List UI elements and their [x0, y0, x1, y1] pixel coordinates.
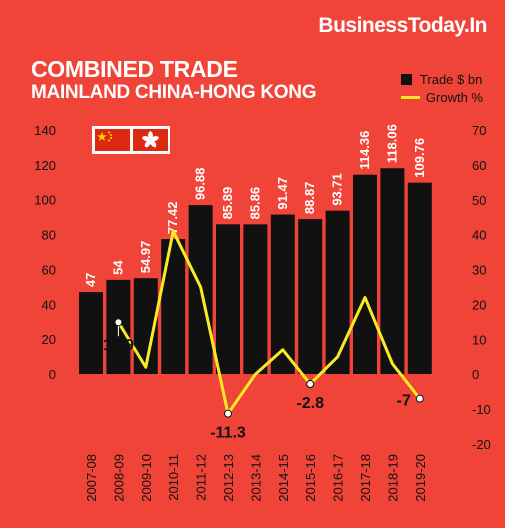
x-tick-label: 2012-13: [221, 454, 236, 502]
x-tick-label: 2018-19: [385, 454, 400, 502]
legend-label-trade: Trade $ bn: [419, 71, 483, 87]
x-tick-label: 2010-11: [166, 454, 181, 501]
x-tick-label: 2011-12: [194, 454, 209, 501]
bar: [270, 214, 295, 374]
bar: [243, 224, 268, 374]
x-tick-label: 2007-08: [84, 454, 99, 502]
y-right-tick-label: 0: [472, 367, 479, 382]
y-right-tick-label: 70: [472, 123, 486, 138]
x-tick-label: 2016-17: [331, 454, 346, 502]
chart-legend: Trade $ bn Growth %: [400, 70, 483, 106]
growth-point-marker: [224, 409, 232, 418]
y-left-tick-label: 140: [34, 123, 56, 138]
brand-logo: BusinessToday.In: [318, 14, 487, 37]
bar: [298, 219, 323, 374]
y-right-tick-label: 20: [472, 297, 486, 312]
legend-line-swatch: [400, 95, 420, 99]
x-tick-label: 2014-15: [276, 454, 291, 502]
legend-bar-swatch: [400, 73, 412, 85]
legend-item-growth: Growth %: [400, 88, 483, 106]
bar-value-label: 109.76: [412, 138, 427, 178]
y-right-tick-label: 60: [472, 158, 486, 173]
y-right-tick-label: 50: [472, 193, 486, 208]
bar: [216, 224, 240, 374]
growth-line: [117, 229, 421, 416]
y-right-tick-label: 30: [472, 263, 486, 278]
x-tick-label: 2013-14: [248, 454, 263, 502]
growth-point-marker: [306, 379, 315, 388]
y-right-tick-label: 10: [472, 332, 486, 347]
bar-value-label: 77.42: [165, 202, 180, 235]
bar-value-label: 54: [110, 260, 125, 275]
x-tick-label: 2019-20: [413, 454, 428, 502]
bar: [325, 210, 350, 374]
bar: [161, 239, 186, 374]
x-tick-label: 2017-18: [358, 454, 373, 502]
legend-label-growth: Growth %: [425, 89, 483, 105]
bar: [380, 168, 405, 374]
growth-annotation-label: 14.9: [103, 337, 134, 354]
flags-box: [92, 126, 170, 154]
bar: [353, 174, 377, 374]
y-left-tick-label: 100: [34, 193, 56, 208]
bar-value-label: 118.06: [384, 124, 399, 163]
growth-point-marker: [415, 394, 424, 403]
chart-subtitle: MAINLAND CHINA-HONG KONG: [31, 82, 317, 103]
x-tick-label: 2008-09: [111, 454, 126, 502]
y-right-tick-label: -20: [472, 437, 491, 452]
growth-annotation-label: -7: [397, 393, 411, 410]
bar-value-label: 91.47: [275, 177, 290, 210]
y-left-tick-label: 60: [42, 262, 56, 277]
x-tick-label: 2015-16: [303, 454, 318, 502]
bar: [407, 182, 432, 374]
bar-value-label: 88.87: [302, 182, 317, 215]
bar-value-label: 85.86: [247, 187, 262, 220]
growth-point-marker: [114, 318, 123, 327]
bar-value-label: 93.71: [330, 173, 345, 206]
x-tick-label: 2009-10: [139, 454, 154, 502]
growth-annotation-label: -11.3: [210, 425, 246, 442]
growth-annotation-label: -2.8: [296, 395, 324, 412]
legend-item-trade: Trade $ bn: [400, 70, 483, 88]
y-right-tick-label: 40: [472, 228, 486, 243]
bar-value-label: 85.89: [220, 187, 235, 220]
y-left-tick-label: 40: [42, 297, 56, 312]
bar-value-label: 114.36: [357, 131, 372, 170]
china-flag-icon: [94, 129, 130, 151]
bar: [79, 292, 103, 374]
y-left-tick-label: 0: [49, 367, 56, 382]
y-left-tick-label: 80: [42, 228, 56, 243]
chart-title: COMBINED TRADE: [31, 56, 238, 82]
y-left-tick-label: 120: [34, 158, 56, 173]
bar-value-label: 47: [83, 273, 98, 287]
bar-value-label: 54.97: [138, 241, 153, 274]
hong-kong-flag-icon: [132, 129, 168, 151]
bar-value-label: 96.88: [193, 168, 208, 201]
y-right-tick-label: -10: [472, 402, 491, 417]
y-left-tick-label: 20: [42, 332, 56, 347]
